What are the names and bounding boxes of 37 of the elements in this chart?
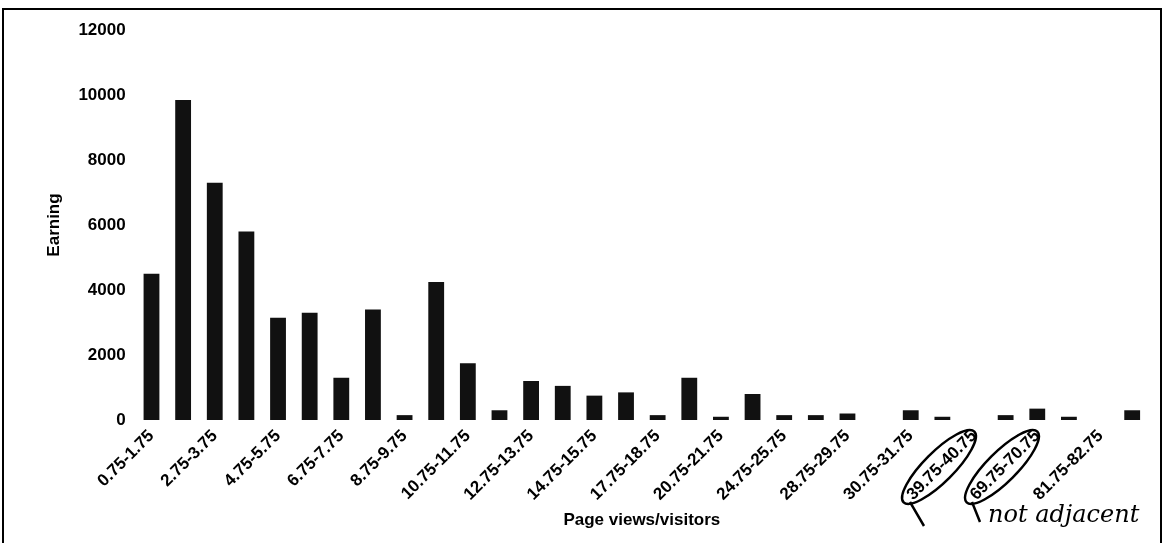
bar: [618, 392, 634, 421]
bar: [554, 385, 571, 421]
bar: [776, 415, 793, 421]
bar: [428, 281, 445, 421]
bar: [1124, 410, 1141, 421]
y-axis-title: Earning: [43, 193, 63, 257]
y-tick-label: 4000: [87, 279, 126, 299]
bar: [206, 182, 223, 421]
bar: [744, 394, 761, 421]
x-axis-title: Page views/visitors: [563, 510, 721, 530]
bar: [270, 317, 286, 421]
bar: [649, 415, 666, 421]
bar: [1029, 408, 1046, 421]
bar: [1061, 416, 1077, 421]
bar: [143, 273, 160, 421]
bar: [681, 377, 698, 421]
bar: [807, 415, 824, 421]
y-tick-label: 8000: [87, 149, 126, 169]
bar: [902, 410, 919, 421]
y-tick-label: 12000: [78, 19, 126, 39]
bar: [396, 415, 413, 421]
y-tick-label: 10000: [78, 84, 126, 104]
bar: [491, 410, 508, 421]
bar: [333, 377, 350, 421]
y-tick-label: 2000: [87, 344, 126, 364]
bar: [934, 416, 951, 421]
bar: [586, 395, 603, 421]
bar: [713, 416, 729, 421]
bar: [175, 99, 192, 421]
bar: [301, 312, 318, 421]
bar: [365, 309, 381, 421]
y-tick-label: 0: [116, 409, 126, 429]
bar: [459, 363, 476, 421]
bar: [238, 231, 255, 421]
bar: [997, 415, 1014, 421]
bar: [523, 381, 540, 421]
y-tick-label: 6000: [87, 214, 126, 234]
